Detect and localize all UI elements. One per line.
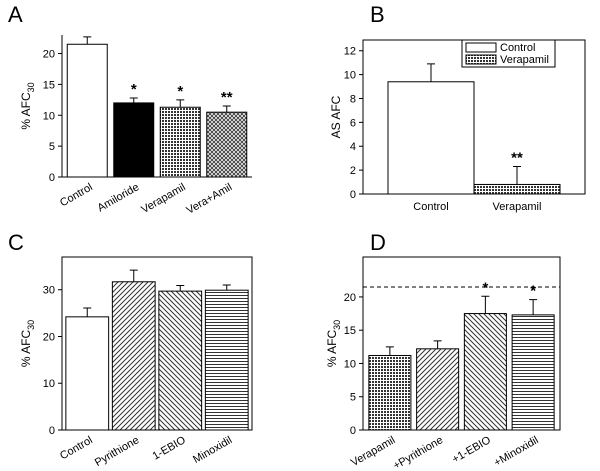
y-tick-label: 0 [49, 425, 55, 437]
significance-mark: * [177, 83, 183, 100]
y-axis-label-sub: 30 [26, 320, 36, 330]
x-tick-label: Control [58, 434, 95, 462]
x-tick-label: Control [413, 201, 448, 213]
x-tick-label: Minoxidil [191, 434, 234, 466]
y-tick-label: 20 [344, 292, 356, 304]
x-tick-label: 1-EBIO [151, 434, 189, 463]
y-tick-label: 5 [350, 392, 356, 404]
bar [204, 289, 249, 431]
significance-mark: * [530, 283, 536, 300]
panel-letter: B [370, 2, 385, 27]
y-tick-label: 12 [344, 46, 356, 58]
x-tick-label: Amiloride [96, 181, 142, 214]
y-axis-label-sub: 30 [26, 82, 36, 92]
y-tick-label: 10 [344, 70, 356, 82]
y-tick-label: 15 [43, 79, 55, 91]
y-axis-label-main: % AFC [19, 92, 33, 130]
x-tick-label: Control [58, 181, 95, 209]
x-tick-label: +1-EBIO [450, 434, 493, 466]
bar [416, 348, 460, 431]
y-axis-label-main: % AFC [19, 330, 33, 368]
bar [511, 314, 555, 431]
legend-swatch [465, 54, 497, 65]
error-bar [129, 269, 138, 282]
x-tick-label: Verapamil [493, 201, 542, 213]
y-tick-label: 10 [43, 110, 55, 122]
bar [111, 281, 156, 431]
y-axis-label-main: % AFC [325, 330, 339, 368]
y-axis-label: % AFC30 [19, 320, 36, 367]
panel-letter: D [370, 230, 386, 255]
x-tick-label: +Pyrithione [391, 434, 445, 471]
y-tick-label: 10 [344, 358, 356, 370]
panel: A % AFC30 Control AmilorideVerapamilVera+Am… [8, 2, 252, 217]
error-bar [385, 346, 394, 356]
error-bar [481, 295, 490, 314]
error-bar [433, 340, 442, 349]
significance-mark: * [131, 81, 137, 98]
error-bar [176, 99, 185, 108]
significance-mark: ** [511, 150, 523, 167]
panel-letter: C [8, 230, 24, 255]
bar [159, 106, 201, 178]
error-bar [129, 97, 138, 103]
legend-label: Verapamil [500, 54, 549, 66]
y-tick-label: 0 [49, 172, 55, 184]
x-tick-label: Vera+Amil [185, 181, 235, 217]
error-bar [427, 63, 435, 82]
error-bar [83, 36, 92, 45]
axis-frame [362, 256, 561, 431]
y-axis-label-sub: 30 [332, 320, 342, 330]
bar [368, 354, 412, 431]
error-bar [83, 307, 92, 317]
bar [206, 111, 248, 178]
significance-mark: ** [221, 89, 233, 106]
y-tick-label: 15 [344, 325, 356, 337]
bar [158, 290, 203, 431]
x-tick-label: Pyrithione [93, 434, 141, 469]
bar [473, 183, 561, 195]
x-tick-label: Verapamil [139, 181, 187, 216]
x-tick-label: Verapamil [349, 434, 397, 469]
panel: D % AFC30 Verapamil+Pyrithione +1-EBIO +Mino… [325, 230, 561, 471]
y-tick-label: 5 [49, 141, 55, 153]
bar [66, 43, 108, 178]
y-axis-label: % AFC30 [325, 320, 342, 367]
y-tick-label: 2 [350, 165, 356, 177]
y-tick-label: 20 [43, 331, 55, 343]
error-bar [222, 105, 231, 113]
y-axis-label: % AFC30 [19, 82, 36, 129]
y-tick-label: 6 [350, 117, 356, 129]
error-bar [222, 284, 231, 291]
y-axis-label-main: AS AFC [329, 95, 343, 138]
y-tick-label: 30 [43, 285, 55, 297]
y-tick-label: 0 [350, 425, 356, 437]
error-bar [176, 285, 185, 292]
panel-letter: A [8, 2, 23, 27]
error-bar [513, 166, 521, 185]
bar [113, 102, 155, 178]
y-axis-label: AS AFC [329, 95, 343, 138]
y-tick-label: 10 [43, 378, 55, 390]
bar [387, 81, 475, 195]
x-tick-label: +Minoxidil [492, 434, 541, 469]
bar [463, 313, 507, 431]
error-bar [529, 299, 538, 315]
legend-swatch [465, 42, 497, 53]
y-tick-label: 8 [350, 93, 356, 105]
significance-mark: * [482, 279, 488, 296]
y-tick-label: 4 [350, 141, 356, 153]
y-tick-label: 20 [43, 49, 55, 61]
y-tick-label: 0 [350, 189, 356, 201]
bar [65, 316, 110, 431]
axis-frame [61, 256, 253, 431]
legend-label: Control [500, 42, 535, 54]
